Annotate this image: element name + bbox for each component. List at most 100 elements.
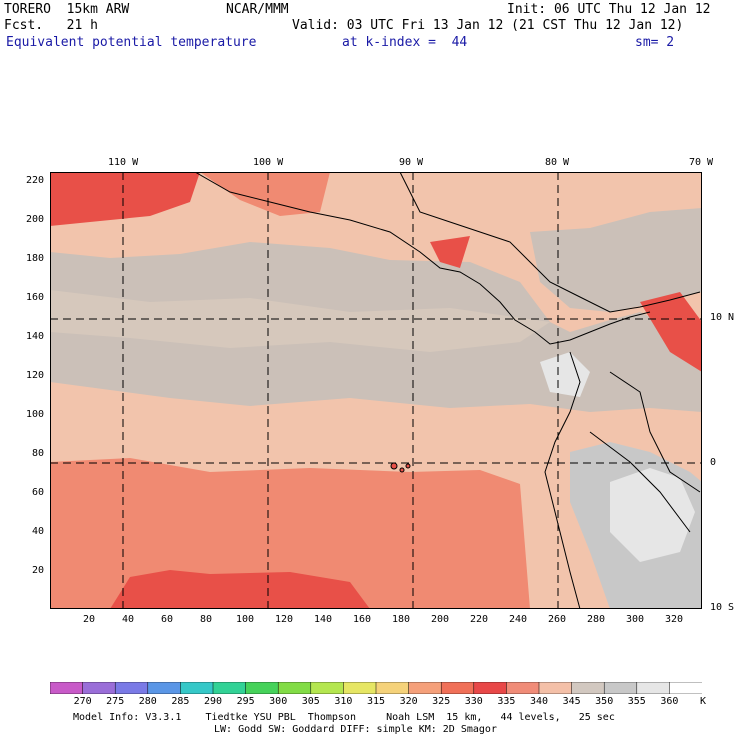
colorbar-label: 330 bbox=[464, 696, 483, 707]
field-title: Equivalent potential temperature bbox=[6, 35, 257, 50]
x-label: 20 bbox=[82, 614, 96, 625]
colorbar-label: 310 bbox=[334, 696, 353, 707]
cool-band-mid bbox=[50, 290, 550, 352]
model-info: Model Info: V3.3.1 Tiedtke YSU PBL Thomp… bbox=[73, 712, 615, 723]
x-label: 100 bbox=[235, 614, 255, 625]
colorbar-label: 275 bbox=[106, 696, 125, 707]
x-label: 260 bbox=[547, 614, 567, 625]
colorbar-swatch bbox=[636, 682, 671, 694]
physics-info: LW: Godd SW: Goddard DIFF: simple KM: 2D… bbox=[214, 724, 497, 735]
y-label: 40 bbox=[31, 526, 44, 537]
map-frame bbox=[50, 172, 702, 609]
organization: NCAR/MMM bbox=[226, 2, 289, 17]
colorbar-swatch bbox=[245, 682, 279, 694]
colorbar-label: 305 bbox=[301, 696, 320, 707]
lon-tick-80w: 80 W bbox=[545, 157, 570, 168]
y-label: 180 bbox=[25, 253, 44, 264]
border-lines bbox=[589, 371, 701, 533]
galapagos-island bbox=[390, 462, 398, 470]
x-label: 240 bbox=[508, 614, 528, 625]
colorbar-swatch bbox=[310, 682, 345, 694]
x-label: 40 bbox=[121, 614, 135, 625]
colorbar-label: 280 bbox=[138, 696, 157, 707]
lon-tick-100w: 100 W bbox=[253, 157, 284, 168]
lat-tick-10s: 10 S bbox=[710, 602, 735, 613]
colorbar-label: 335 bbox=[497, 696, 516, 707]
y-label: 120 bbox=[25, 370, 44, 381]
lon-tick-90w: 90 W bbox=[399, 157, 424, 168]
coastline-caribbean bbox=[399, 172, 701, 313]
x-label: 60 bbox=[160, 614, 174, 625]
y-label: 200 bbox=[25, 214, 44, 225]
colorbar-label: 340 bbox=[529, 696, 549, 707]
colorbar-label: 285 bbox=[171, 696, 190, 707]
x-label: 320 bbox=[664, 614, 684, 625]
colorbar-swatch bbox=[343, 682, 377, 694]
warm-patch-mexico bbox=[200, 172, 330, 216]
init-time: Init: 06 UTC Thu 12 Jan 12 bbox=[507, 2, 711, 17]
galapagos-island bbox=[399, 467, 405, 473]
y-label: 100 bbox=[25, 409, 44, 420]
y-label: 220 bbox=[25, 175, 44, 186]
smoothing-label: sm= 2 bbox=[635, 35, 675, 50]
colorbar-label: 320 bbox=[399, 696, 418, 707]
colorbar-swatch bbox=[180, 682, 214, 694]
lat-tick-0: 0 bbox=[710, 457, 717, 468]
y-label: 80 bbox=[31, 448, 44, 459]
colorbar-swatch bbox=[82, 682, 116, 694]
colorbar-swatch bbox=[538, 682, 573, 694]
cool-band-east bbox=[530, 208, 702, 312]
colorbar-swatch bbox=[114, 682, 149, 694]
y-label: 160 bbox=[25, 292, 44, 303]
model-name: TORERO 15km ARW bbox=[4, 2, 130, 17]
colorbar-swatch bbox=[506, 682, 540, 694]
x-label: 280 bbox=[586, 614, 606, 625]
valid-time: Valid: 03 UTC Fri 13 Jan 12 (21 CST Thu … bbox=[292, 18, 684, 33]
hot-band-south bbox=[110, 570, 370, 609]
x-label: 300 bbox=[625, 614, 645, 625]
y-label: 140 bbox=[25, 331, 44, 342]
colorbar-label: 325 bbox=[432, 696, 451, 707]
colorbar-swatch bbox=[147, 682, 182, 694]
colorbar-swatch bbox=[603, 682, 638, 694]
colorbar-swatch bbox=[277, 682, 312, 694]
lon-tick-70w: 70 W bbox=[689, 157, 714, 168]
colorbar-swatch bbox=[440, 682, 475, 694]
lat-tick-10n: 10 N bbox=[710, 312, 735, 323]
colorbar-swatch bbox=[473, 682, 508, 694]
cold-patch-panama bbox=[540, 352, 590, 397]
y-label: 20 bbox=[31, 565, 44, 576]
colorbar-swatch bbox=[50, 682, 84, 694]
level-label: at k-index = 44 bbox=[342, 35, 468, 50]
coldest-region bbox=[610, 468, 695, 562]
forecast-hour: Fcst. 21 h bbox=[4, 18, 98, 33]
colorbar-label: 315 bbox=[366, 696, 386, 707]
x-label: 140 bbox=[313, 614, 333, 625]
warm-patch-guatemala bbox=[430, 236, 470, 268]
colorbar-swatch bbox=[408, 682, 442, 694]
x-label: 220 bbox=[469, 614, 489, 625]
colorbar-swatch bbox=[669, 682, 702, 694]
colorbar-label: 295 bbox=[236, 696, 255, 707]
lon-tick-110w: 110 W bbox=[108, 157, 139, 168]
colorbar-label: 270 bbox=[73, 696, 92, 707]
colorbar-label: 290 bbox=[203, 696, 223, 707]
x-label: 160 bbox=[352, 614, 372, 625]
x-label: 200 bbox=[430, 614, 450, 625]
theta-e-map bbox=[50, 172, 702, 609]
coastline-south-america bbox=[544, 351, 581, 609]
colorbar-label: 360 bbox=[660, 696, 679, 707]
colorbar-swatch bbox=[212, 682, 247, 694]
colorbar-swatch bbox=[375, 682, 410, 694]
warm-patch-colombia bbox=[640, 292, 702, 372]
galapagos-island bbox=[405, 463, 411, 469]
x-label: 80 bbox=[199, 614, 213, 625]
colorbar-label: 350 bbox=[595, 696, 614, 707]
colorbar-unit: K bbox=[699, 696, 707, 707]
graticule bbox=[50, 172, 702, 609]
y-label: 60 bbox=[31, 487, 44, 498]
colorbar-label: 345 bbox=[562, 696, 581, 707]
colorbar-label: 300 bbox=[269, 696, 288, 707]
colorbar-swatch bbox=[571, 682, 605, 694]
x-label: 120 bbox=[274, 614, 294, 625]
